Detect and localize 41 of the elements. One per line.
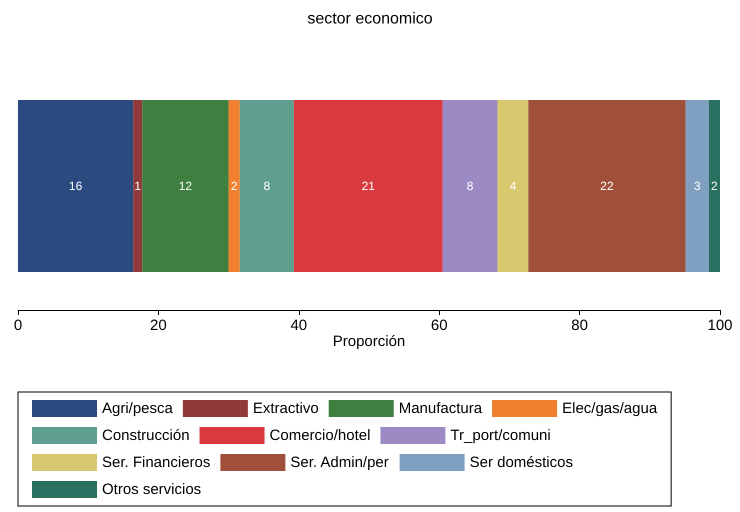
data-label: 12: [178, 179, 192, 193]
bar: [294, 100, 443, 272]
data-label: 2: [711, 179, 718, 193]
data-label: 3: [694, 179, 701, 193]
bar: [686, 100, 709, 272]
data-label: 22: [600, 179, 614, 193]
x-tick-label: 20: [150, 317, 167, 334]
x-tick-label: 0: [14, 317, 22, 334]
data-label: 4: [510, 179, 517, 193]
bar: [142, 100, 229, 272]
legend-label: Comercio/hotel: [270, 427, 370, 444]
legend-label: Otros servicios: [102, 481, 202, 498]
bar: [228, 100, 240, 272]
data-label: 21: [362, 179, 376, 193]
bar: [18, 100, 134, 272]
bar: [240, 100, 294, 272]
legend-label: Tr_port/comuni: [450, 427, 551, 444]
x-tick-label: 80: [571, 317, 588, 334]
data-label: 16: [68, 179, 83, 193]
legend-label: Elec/gas/agua: [562, 400, 658, 417]
bar: [133, 100, 142, 272]
bar: [528, 100, 686, 272]
x-tick-label: 60: [430, 317, 448, 334]
bar: [708, 100, 720, 272]
x-axis-title: Proporción: [332, 333, 406, 350]
legend-label: Manufactura: [398, 400, 483, 417]
legend-label: Extractivo: [252, 400, 319, 417]
bar: [442, 100, 498, 272]
bar: [497, 100, 528, 272]
legend-label: Ser. Financieros: [102, 454, 210, 471]
legend-label: Ser. Admin/per: [290, 454, 389, 471]
x-tick-label: 40: [290, 317, 308, 334]
legend-label: Construcción: [102, 427, 190, 444]
legend-label: Ser domésticos: [470, 454, 573, 471]
data-label: 2: [230, 179, 238, 193]
x-tick-label: 100: [707, 317, 733, 334]
legend-label: Agri/pesca: [102, 400, 174, 417]
data-label: 8: [466, 179, 474, 193]
data-label: 1: [134, 179, 142, 193]
chart-title: sector economico: [307, 10, 433, 28]
data-label: 8: [264, 179, 271, 193]
